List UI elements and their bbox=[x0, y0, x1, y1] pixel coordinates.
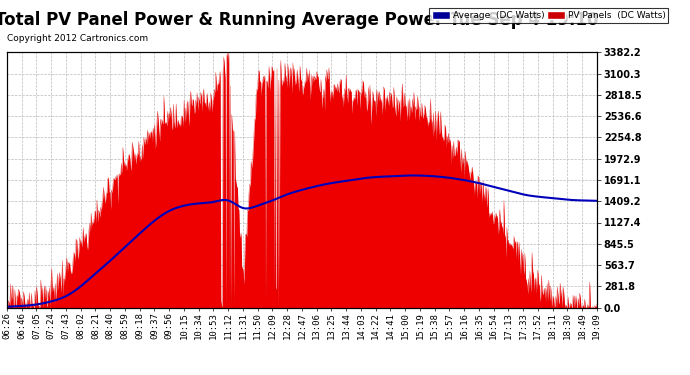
Legend: Average  (DC Watts), PV Panels  (DC Watts): Average (DC Watts), PV Panels (DC Watts) bbox=[429, 8, 668, 22]
Text: Total PV Panel Power & Running Average Power Tue Sep 4 19:10: Total PV Panel Power & Running Average P… bbox=[0, 11, 598, 29]
Text: Copyright 2012 Cartronics.com: Copyright 2012 Cartronics.com bbox=[7, 34, 148, 43]
